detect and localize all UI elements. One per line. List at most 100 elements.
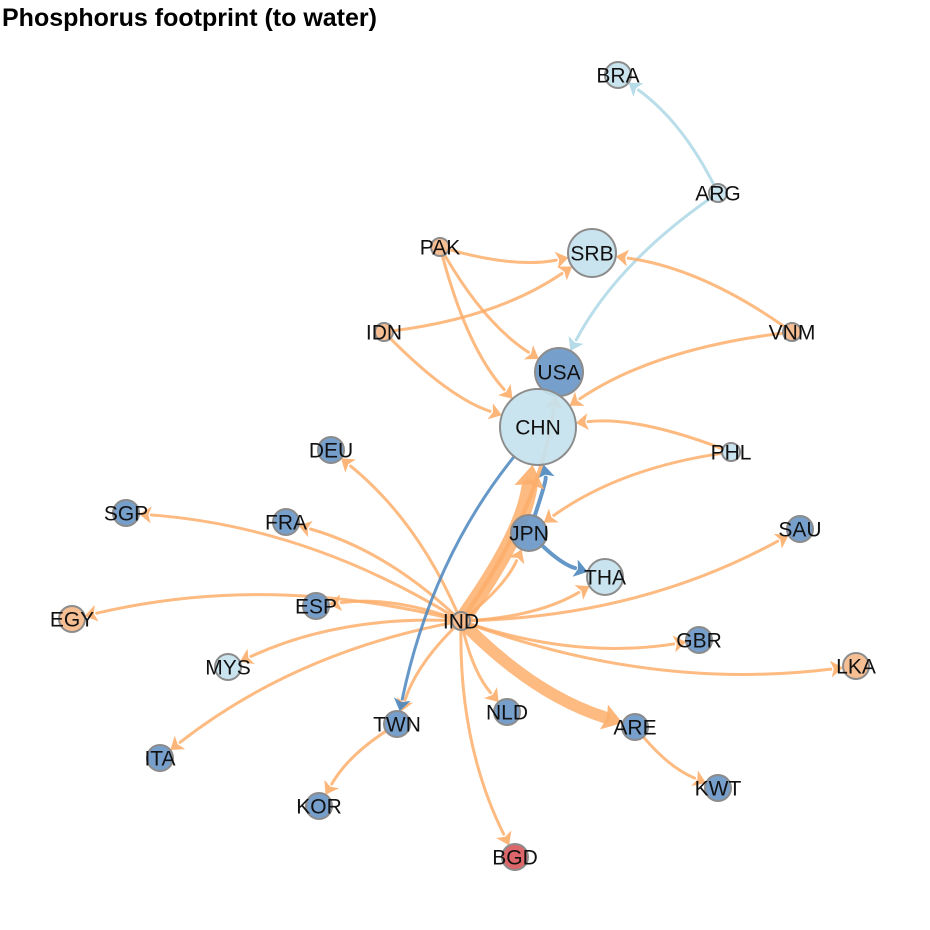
edge-ind-ita — [170, 621, 454, 751]
arrowhead — [170, 735, 186, 751]
arrowhead — [298, 520, 313, 538]
node-label-kor: KOR — [296, 796, 342, 819]
node-chn — [499, 388, 577, 466]
edge-line — [388, 336, 492, 413]
node-tha — [586, 558, 624, 596]
edge-line — [578, 331, 785, 401]
arrowhead — [543, 508, 559, 523]
arrowhead — [569, 391, 585, 406]
node-sgp — [112, 499, 140, 527]
node-label-vnm: VNM — [769, 322, 816, 345]
edge-line — [461, 621, 610, 724]
node-label-egy: EGY — [50, 609, 94, 632]
edge-line — [443, 253, 530, 354]
node-label-mys: MYS — [205, 657, 251, 680]
edge-line — [403, 625, 457, 702]
edge-line — [468, 622, 676, 650]
node-idn — [374, 322, 394, 342]
edge-ind-are — [461, 621, 623, 730]
edge-line — [95, 593, 454, 621]
node-ita — [146, 744, 174, 772]
node-vnm — [782, 322, 802, 342]
arrowhead — [773, 533, 789, 549]
node-label-sgp: SGP — [104, 503, 148, 526]
node-label-esp: ESP — [295, 596, 337, 619]
arrowhead — [496, 830, 512, 846]
arrowhead — [554, 251, 569, 269]
node-label-gbr: GBR — [676, 630, 722, 653]
arrowhead — [393, 697, 411, 712]
edge-line — [458, 479, 538, 622]
node-gbr — [685, 626, 713, 654]
edge-pak-srb — [447, 247, 569, 269]
edge-line — [400, 455, 516, 701]
node-arg — [708, 183, 728, 203]
edge-vnm-chn — [569, 331, 785, 406]
node-are — [621, 713, 649, 741]
node-label-deu: DEU — [309, 440, 353, 463]
edge-jpn-tha — [540, 543, 588, 577]
edge-line — [641, 735, 697, 780]
edge-ind-twn — [396, 625, 457, 712]
arrowhead — [829, 660, 844, 678]
edge-pak-usa — [443, 253, 539, 360]
node-nld — [493, 698, 521, 726]
edge-ind-sgp — [138, 506, 455, 618]
edge-ind-lka — [467, 622, 844, 678]
node-kor — [305, 792, 333, 820]
node-label-twn: TWN — [373, 714, 421, 737]
edge-ind-tha — [468, 585, 590, 622]
node-label-phl: PHL — [711, 442, 752, 465]
edge-ind-bgd — [459, 628, 512, 846]
edge-ind-egy — [84, 593, 454, 622]
arrowhead — [523, 345, 539, 360]
edge-line — [349, 464, 459, 615]
arrowhead — [138, 506, 152, 524]
arrowhead — [574, 585, 590, 600]
node-label-sau: SAU — [778, 519, 821, 542]
node-label-fra: FRA — [265, 512, 307, 535]
edge-phl-jpn — [543, 451, 724, 523]
arrowhead — [497, 383, 513, 399]
edge-ind-nld — [461, 628, 499, 703]
node-label-jpn: JPN — [509, 523, 549, 546]
edge-twn-kor — [324, 729, 388, 795]
arrowhead — [484, 687, 499, 703]
edge-are-kwt — [641, 735, 707, 786]
node-layer — [58, 61, 870, 871]
node-lka — [842, 652, 870, 680]
node-label-ita: ITA — [144, 748, 175, 771]
node-kwt — [704, 774, 732, 802]
node-esp — [302, 592, 330, 620]
node-label-bgd: BGD — [492, 847, 538, 870]
node-jpn — [510, 514, 548, 552]
edge-line — [586, 419, 725, 451]
edge-ind-deu — [341, 458, 459, 615]
arrowhead — [341, 458, 357, 473]
node-ind — [451, 611, 471, 631]
node-egy — [58, 605, 86, 633]
node-label-usa: USA — [537, 362, 580, 385]
edge-ind-mys — [239, 618, 454, 665]
edge-line — [391, 272, 564, 333]
edge-line — [447, 247, 558, 265]
node-pak — [430, 237, 450, 257]
arrowhead — [536, 464, 555, 479]
node-phl — [721, 442, 741, 462]
edge-line — [574, 196, 713, 342]
edge-arg-usa — [568, 196, 713, 351]
edge-line — [467, 622, 833, 676]
edge-pak-chn — [440, 254, 513, 399]
arrowhead — [324, 779, 340, 795]
node-label-lka: LKA — [836, 656, 876, 679]
arrowhead — [615, 249, 630, 267]
node-label-chn: CHN — [515, 417, 561, 440]
node-label-ind: IND — [443, 611, 479, 634]
arrowhead — [691, 770, 707, 786]
arrowhead — [568, 335, 584, 351]
arrowhead — [672, 635, 687, 653]
edge-phl-chn — [575, 413, 725, 451]
edge-vnm-srb — [615, 249, 787, 329]
